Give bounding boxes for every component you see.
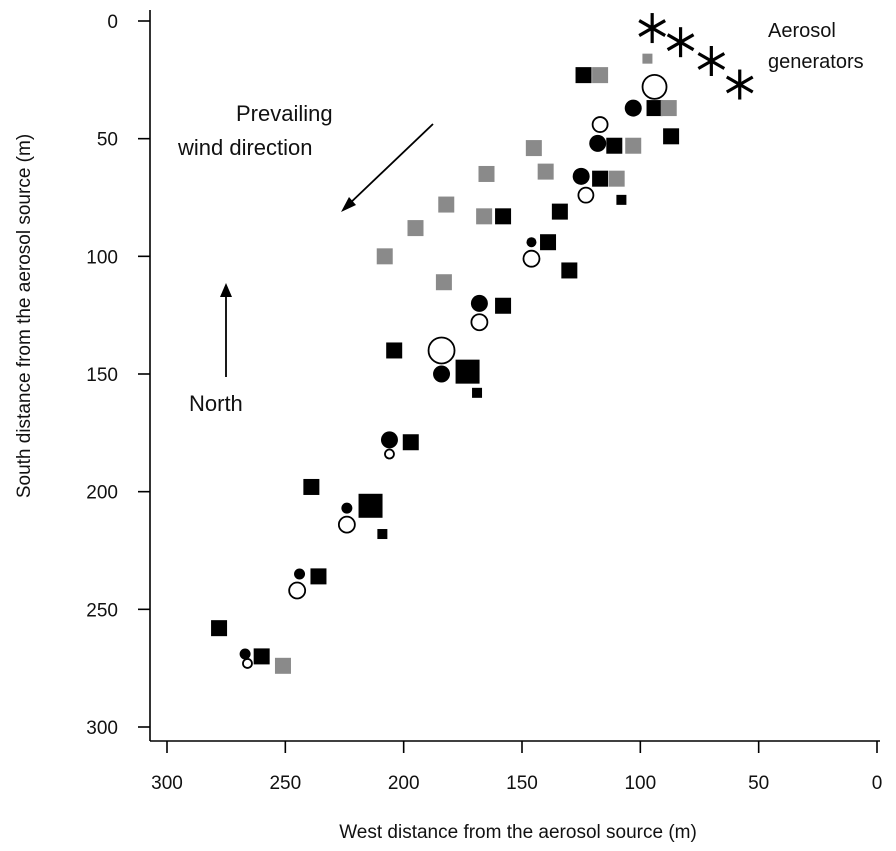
filled-circle-point xyxy=(589,134,607,152)
filled-circle-point xyxy=(380,431,398,449)
wind-label-line2: wind direction xyxy=(177,135,313,160)
wind-arrowhead-icon xyxy=(341,197,356,212)
open-circle-point xyxy=(591,116,609,133)
black-square-point xyxy=(472,387,483,398)
gray-square-point xyxy=(476,208,493,225)
data-points xyxy=(211,13,754,674)
open-circle-point xyxy=(288,581,307,600)
filled-circle-point xyxy=(572,167,590,185)
black-square-point xyxy=(358,493,383,518)
y-tick-label: 100 xyxy=(86,247,118,268)
black-square-point xyxy=(540,234,557,251)
axis-ticks: 300 250 200 150 100 50 0 0 50 100 150 200 250 300 xyxy=(86,12,882,794)
black-square-point xyxy=(455,359,480,384)
open-circle-point xyxy=(242,658,253,669)
y-tick-label: 0 xyxy=(107,12,118,33)
y-axis-title: South distance from the aerosol source (… xyxy=(14,134,35,498)
north-arrowhead-icon xyxy=(220,283,232,297)
gray-square-point xyxy=(592,67,609,84)
gray-square-point xyxy=(407,220,424,237)
aerosol-generator-asterisk xyxy=(697,46,726,77)
open-circle-point xyxy=(384,448,395,460)
black-square-point xyxy=(495,208,512,225)
black-square-point xyxy=(646,100,663,117)
black-square-point xyxy=(592,170,609,187)
aerosol-generator-asterisk xyxy=(666,27,695,58)
x-tick-label: 200 xyxy=(388,773,420,794)
aerosol-generator-asterisk xyxy=(725,69,754,100)
black-square-point xyxy=(303,478,320,495)
filled-circle-point xyxy=(470,294,488,312)
black-square-point xyxy=(663,128,680,145)
gray-square-point xyxy=(525,140,542,157)
black-square-point xyxy=(310,568,327,585)
wind-label-line1: Prevailing xyxy=(236,101,333,126)
y-tick-label: 150 xyxy=(86,365,118,386)
aerosol-generators-label-line1: Aerosol xyxy=(768,20,836,42)
filled-circle-point xyxy=(526,237,537,248)
gray-square-point xyxy=(274,657,291,674)
black-square-point xyxy=(551,203,568,220)
x-tick-label: 0 xyxy=(872,773,883,794)
black-square-point xyxy=(211,620,228,637)
wind-direction-arrow-icon xyxy=(345,123,434,208)
black-square-point xyxy=(253,648,270,665)
gray-square-point xyxy=(660,100,677,117)
gray-square-point xyxy=(625,137,642,154)
black-square-point xyxy=(495,297,512,314)
y-tick-label: 250 xyxy=(86,600,118,621)
gray-square-point xyxy=(438,196,455,213)
filled-circle-point xyxy=(294,568,306,580)
filled-circle-point xyxy=(341,502,353,514)
gray-square-point xyxy=(608,170,625,187)
x-tick-label: 250 xyxy=(269,773,301,794)
open-circle-point xyxy=(427,336,456,365)
aerosol-generator-asterisk xyxy=(638,13,666,44)
open-circle-point xyxy=(577,186,595,204)
gray-square-point xyxy=(435,274,452,291)
open-circle-point xyxy=(470,313,489,332)
black-square-point xyxy=(575,67,592,84)
gray-square-point xyxy=(642,53,653,64)
black-square-point xyxy=(377,529,388,540)
y-tick-label: 50 xyxy=(97,130,118,151)
filled-circle-point xyxy=(624,99,642,117)
x-tick-label: 50 xyxy=(748,773,769,794)
open-circle-point xyxy=(641,73,668,100)
x-tick-label: 150 xyxy=(506,773,538,794)
filled-circle-point xyxy=(239,648,251,660)
x-tick-label: 300 xyxy=(151,773,183,794)
open-circle-point xyxy=(337,515,356,534)
gray-square-point xyxy=(478,165,495,182)
black-square-point xyxy=(616,194,627,205)
black-square-point xyxy=(386,342,403,359)
gray-square-point xyxy=(537,163,554,180)
gray-square-point xyxy=(376,248,393,265)
x-tick-label: 100 xyxy=(624,773,656,794)
x-axis-title: West distance from the aerosol source (m… xyxy=(339,822,697,843)
open-circle-point xyxy=(522,249,541,268)
black-square-point xyxy=(606,137,623,154)
filled-circle-point xyxy=(433,365,451,383)
black-square-point xyxy=(402,434,419,451)
north-label: North xyxy=(189,391,243,416)
y-tick-label: 300 xyxy=(86,718,118,739)
y-tick-label: 200 xyxy=(86,483,118,504)
black-square-point xyxy=(561,262,578,279)
aerosol-generators-label-line2: generators xyxy=(768,51,864,73)
